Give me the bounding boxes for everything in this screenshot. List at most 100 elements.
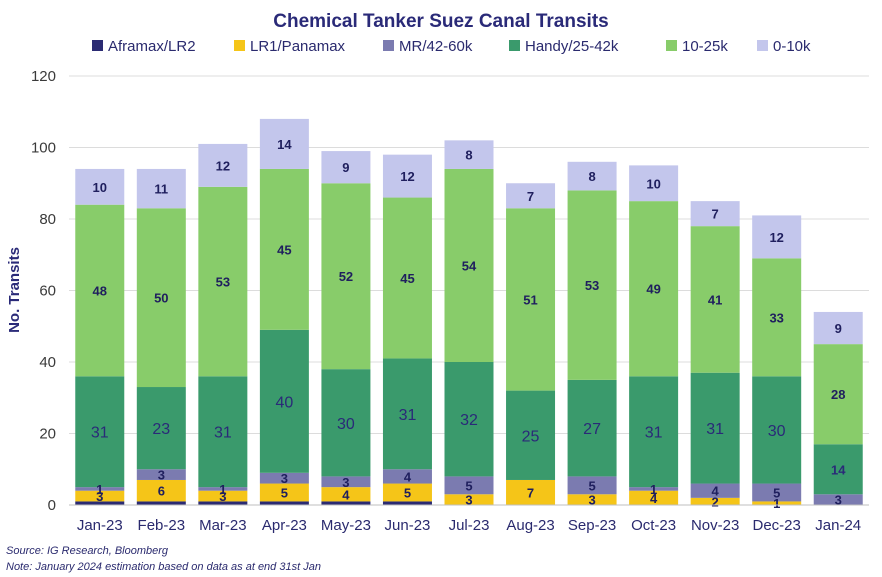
bar-segment bbox=[321, 183, 371, 370]
bar-segment bbox=[382, 483, 432, 502]
data-label: 10 bbox=[93, 180, 107, 195]
data-label: 4 bbox=[712, 484, 720, 499]
legend-swatch bbox=[234, 40, 245, 51]
legend-swatch bbox=[509, 40, 520, 51]
bar-segment bbox=[136, 387, 186, 470]
data-label: 28 bbox=[831, 387, 845, 402]
bar-segment bbox=[259, 483, 309, 502]
data-label: 30 bbox=[768, 423, 786, 440]
bar-segment bbox=[136, 208, 186, 388]
y-axis-label: No. Transits bbox=[6, 247, 23, 333]
chart-title: Chemical Tanker Suez Canal Transits bbox=[273, 11, 608, 32]
data-labels: 3131481063235011313153125340451443305295… bbox=[91, 137, 846, 511]
bar-segment bbox=[690, 226, 740, 373]
data-label: 53 bbox=[585, 278, 599, 293]
data-label: 3 bbox=[465, 493, 472, 508]
bar-segment bbox=[75, 376, 125, 488]
bar-segment bbox=[444, 476, 494, 495]
bar-segment bbox=[444, 494, 494, 505]
bar-segment bbox=[198, 376, 248, 488]
data-label: 5 bbox=[404, 485, 411, 500]
data-label: 31 bbox=[399, 407, 417, 424]
data-label: 5 bbox=[281, 485, 288, 500]
legend: Aframax/LR2 LR1/Panamax MR/42-60k Handy/25-… bbox=[92, 38, 811, 55]
x-tick-label: Jun-23 bbox=[385, 517, 431, 534]
bar-segment bbox=[75, 168, 125, 205]
bar-segment bbox=[444, 168, 494, 362]
legend-label: Aframax/LR2 bbox=[108, 38, 196, 55]
bar-segment bbox=[136, 501, 186, 505]
data-label: 3 bbox=[219, 489, 226, 504]
data-label: 7 bbox=[527, 485, 534, 500]
data-label: 7 bbox=[712, 207, 719, 222]
bars bbox=[75, 118, 863, 505]
data-label: 33 bbox=[769, 310, 783, 325]
bar-segment bbox=[506, 208, 556, 391]
data-label: 32 bbox=[460, 412, 478, 429]
bar-segment bbox=[136, 469, 186, 480]
bar-segment bbox=[75, 501, 125, 505]
data-label: 3 bbox=[342, 475, 349, 490]
x-tick-label: May-23 bbox=[321, 517, 371, 534]
bar-segment bbox=[752, 501, 802, 505]
data-label: 1 bbox=[219, 482, 226, 497]
data-label: 53 bbox=[216, 275, 230, 290]
data-label: 3 bbox=[281, 471, 288, 486]
x-tick-label: Jan-24 bbox=[815, 517, 861, 534]
data-label: 12 bbox=[400, 169, 414, 184]
bar-segment bbox=[321, 476, 371, 488]
bar-segment bbox=[813, 494, 863, 505]
bar-segment bbox=[382, 501, 432, 505]
bar-segment bbox=[690, 372, 740, 484]
bar-segment bbox=[629, 201, 679, 377]
bar-segment bbox=[136, 479, 186, 502]
data-label: 40 bbox=[275, 394, 293, 411]
data-label: 3 bbox=[158, 468, 165, 483]
legend-label: 10-25k bbox=[682, 38, 728, 55]
bar-segment bbox=[321, 501, 371, 505]
x-tick-label: Sep-23 bbox=[568, 517, 616, 534]
data-label: 1 bbox=[96, 482, 103, 497]
data-label: 48 bbox=[93, 284, 107, 299]
data-label: 27 bbox=[583, 421, 601, 438]
data-label: 9 bbox=[342, 160, 349, 175]
data-label: 50 bbox=[154, 291, 168, 306]
data-label: 31 bbox=[706, 421, 724, 438]
legend-swatch bbox=[666, 40, 677, 51]
data-label: 1 bbox=[773, 496, 780, 511]
legend-label: Handy/25-42k bbox=[525, 38, 619, 55]
x-tick-label: Oct-23 bbox=[631, 517, 676, 534]
bar-segment bbox=[629, 490, 679, 505]
bar-segment bbox=[321, 369, 371, 477]
data-label: 23 bbox=[152, 421, 170, 438]
legend-swatch bbox=[383, 40, 394, 51]
data-label: 14 bbox=[831, 462, 846, 477]
data-label: 30 bbox=[337, 416, 355, 433]
data-label: 4 bbox=[650, 491, 658, 506]
bar-segment bbox=[259, 501, 309, 505]
data-label: 31 bbox=[214, 425, 232, 442]
data-label: 4 bbox=[404, 469, 412, 484]
bar-segment bbox=[567, 161, 617, 191]
bar-segment bbox=[752, 376, 802, 484]
bar-segment bbox=[136, 168, 186, 209]
bar-segment bbox=[629, 487, 679, 491]
bar-segment bbox=[198, 501, 248, 505]
y-axis-ticks: 0 20 40 60 80 100 120 bbox=[31, 68, 56, 514]
data-label: 2 bbox=[712, 494, 719, 509]
x-axis-ticks: Jan-23 Feb-23 Mar-23 Apr-23 May-23 Jun-23 Jul-… bbox=[77, 517, 861, 534]
data-label: 4 bbox=[342, 487, 350, 502]
bar-segment bbox=[567, 476, 617, 495]
data-label: 3 bbox=[835, 493, 842, 508]
bar-segment bbox=[75, 487, 125, 491]
bar-segment bbox=[813, 444, 863, 495]
data-label: 5 bbox=[588, 478, 595, 493]
bar-segment bbox=[567, 494, 617, 505]
x-tick-label: Nov-23 bbox=[691, 517, 739, 534]
data-label: 45 bbox=[277, 242, 291, 257]
bar-segment bbox=[75, 490, 125, 502]
data-label: 31 bbox=[645, 425, 663, 442]
data-label: 41 bbox=[708, 292, 722, 307]
data-label: 10 bbox=[646, 176, 660, 191]
